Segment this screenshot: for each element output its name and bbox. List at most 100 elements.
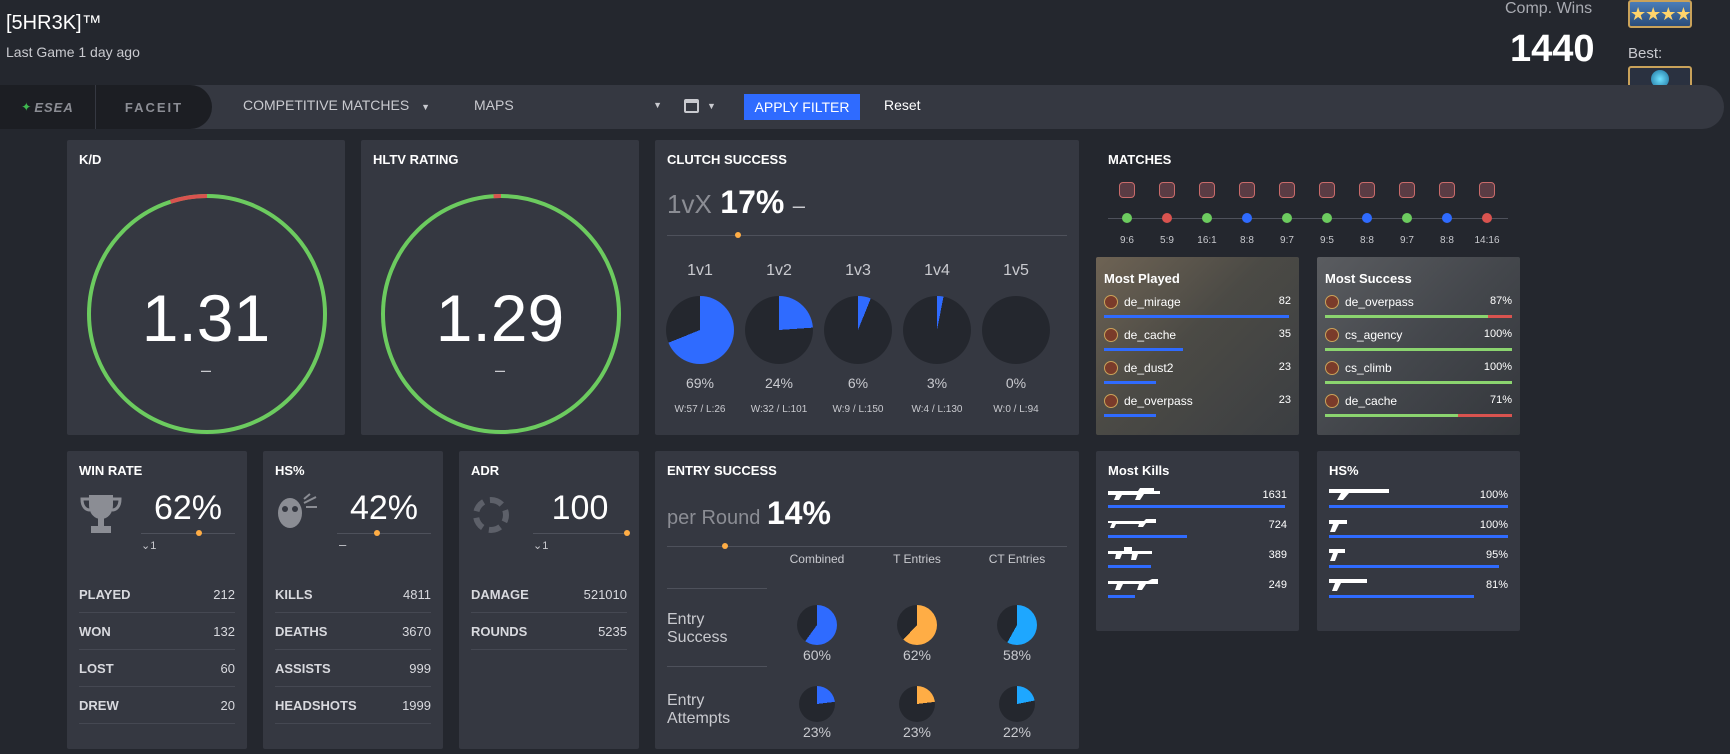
- map-name: de_dust2: [1124, 361, 1174, 375]
- stat-value: 3670: [402, 623, 431, 639]
- clutch-label-1v5: 1v5: [1003, 262, 1029, 279]
- map-icon: [1104, 328, 1118, 342]
- trophy-icon: [79, 493, 123, 535]
- entry-pct-attempts: 23%: [902, 724, 932, 740]
- match-map-icon[interactable]: [1199, 182, 1215, 198]
- stat-row: ASSISTS 999: [275, 650, 431, 687]
- stat-label: ASSISTS: [275, 660, 331, 676]
- match-map-icon[interactable]: [1479, 182, 1495, 198]
- match-map-icon[interactable]: [1399, 182, 1415, 198]
- map-icon: [1104, 295, 1118, 309]
- esea-tab[interactable]: ✦ ESEA: [0, 85, 96, 129]
- clutch-pct-1v2: 24%: [764, 375, 794, 391]
- hs-sub: –: [339, 537, 347, 552]
- entry-pie-attempts: [999, 686, 1035, 722]
- weapon-icon: [1329, 579, 1367, 591]
- match-result-dot: [1442, 213, 1452, 223]
- hs-weapons-card: HS% 100% 100% 95% 81%: [1317, 451, 1520, 631]
- apply-filter-button[interactable]: APPLY FILTER: [744, 94, 860, 120]
- match-map-icon[interactable]: [1119, 182, 1135, 198]
- competitive-dropdown[interactable]: COMPETITIVE MATCHES ▼: [243, 97, 430, 117]
- match-result-dot: [1322, 213, 1332, 223]
- maps-label: MAPS: [474, 97, 514, 113]
- weapon-icon: [1108, 519, 1156, 528]
- weapon-bar: [1108, 565, 1151, 568]
- map-bar: [1104, 381, 1156, 384]
- adr-marker: [624, 530, 630, 536]
- kd-title: K/D: [79, 152, 102, 167]
- platform-switch: ✦ ESEA FACEIT: [0, 85, 212, 129]
- weapon-value: 100%: [1479, 519, 1508, 531]
- weapon-bar: [1108, 535, 1187, 538]
- entry-pct-success: 62%: [902, 647, 932, 663]
- winrate-sub: ⌄1: [141, 539, 156, 552]
- match-map-icon[interactable]: [1239, 182, 1255, 198]
- chevron-down-icon: ⌄: [141, 540, 151, 552]
- map-value: 35: [1278, 328, 1291, 340]
- map-icon: [1325, 361, 1339, 375]
- entry-pie-success: [897, 605, 937, 645]
- hs-value: 42%: [349, 489, 419, 527]
- hltv-ring: [381, 194, 621, 434]
- col-combined: Combined: [789, 552, 845, 566]
- comp-wins-value: 1440: [1510, 28, 1595, 70]
- map-value: 82: [1278, 295, 1291, 307]
- kd-delta: –: [200, 360, 211, 380]
- stat-label: ROUNDS: [471, 623, 528, 639]
- entry-pie-success: [797, 605, 837, 645]
- maps-dropdown[interactable]: MAPS ▼: [474, 97, 662, 117]
- clutch-label-1v1: 1v1: [687, 262, 713, 279]
- player-name: [5HR3K]™: [6, 12, 102, 34]
- stat-row: DREW 20: [79, 687, 235, 724]
- stat-row: ROUNDS 5235: [471, 613, 627, 650]
- match-map-icon[interactable]: [1159, 182, 1175, 198]
- clutch-delta: –: [792, 193, 806, 218]
- map-bar: [1104, 348, 1183, 351]
- map-name: de_overpass: [1124, 394, 1193, 408]
- stat-row: KILLS 4811: [275, 576, 431, 613]
- adr-ring-icon: [473, 497, 509, 533]
- stat-row: LOST 60: [79, 650, 235, 687]
- match-map-icon[interactable]: [1439, 182, 1455, 198]
- clutch-record-1v2: W:32 / L:101: [750, 404, 808, 415]
- match-result-dot: [1282, 213, 1292, 223]
- match-score: 9:7: [1280, 235, 1294, 246]
- reset-button[interactable]: Reset: [884, 97, 921, 113]
- kd-ring: [87, 194, 327, 434]
- faceit-tab[interactable]: FACEIT: [96, 85, 212, 129]
- map-bar: [1325, 381, 1512, 384]
- match-result-dot: [1482, 213, 1492, 223]
- map-name: cs_climb: [1345, 361, 1392, 375]
- headshot-icon: [275, 493, 319, 535]
- clutch-record-1v1: W:57 / L:26: [674, 404, 726, 415]
- clutch-headline: 1vX 17% –: [667, 184, 805, 221]
- winrate-value: 62%: [153, 489, 223, 527]
- map-name: de_mirage: [1124, 295, 1181, 309]
- match-map-icon[interactable]: [1359, 182, 1375, 198]
- weapon-bar: [1329, 535, 1508, 538]
- stat-value: 1999: [402, 697, 431, 713]
- match-score: 5:9: [1160, 235, 1174, 246]
- clutch-title: CLUTCH SUCCESS: [667, 152, 787, 167]
- most-played-card: Most Played de_mirage 82 de_cache 35 de_dust…: [1096, 257, 1299, 435]
- match-score: 8:8: [1240, 235, 1254, 246]
- kd-value: 1.31: [141, 281, 271, 355]
- date-picker[interactable]: ▼: [684, 95, 716, 117]
- map-icon: [1104, 394, 1118, 408]
- match-map-icon[interactable]: [1319, 182, 1335, 198]
- map-value: 23: [1278, 361, 1291, 373]
- adr-sub: ⌄1: [533, 539, 548, 552]
- hs-title: HS%: [275, 463, 305, 478]
- clutch-label-1v3: 1v3: [845, 262, 871, 279]
- match-score: 9:6: [1120, 235, 1134, 246]
- map-icon: [1325, 295, 1339, 309]
- match-score: 16:1: [1197, 235, 1217, 246]
- map-value: 100%: [1483, 361, 1512, 373]
- last-game-text: Last Game 1 day ago: [6, 44, 140, 60]
- match-score: 9:5: [1320, 235, 1334, 246]
- matches-section: MATCHES 9:6 5:9 16:1 8:8 9:7 9:5 8:8 9:7 8:8 14:1…: [1096, 140, 1520, 252]
- weapon-bar: [1108, 595, 1135, 598]
- match-map-icon[interactable]: [1279, 182, 1295, 198]
- map-name: cs_agency: [1345, 328, 1403, 342]
- winrate-sub-value: 1: [150, 540, 157, 552]
